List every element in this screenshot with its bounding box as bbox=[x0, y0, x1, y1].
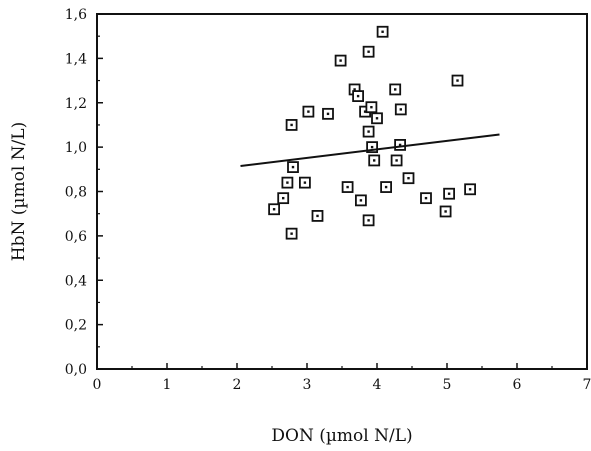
data-point bbox=[376, 25, 389, 38]
data-point bbox=[368, 154, 381, 167]
x-tick-label: 2 bbox=[233, 377, 242, 393]
data-point bbox=[322, 107, 334, 120]
data-point bbox=[277, 192, 290, 205]
data-point bbox=[352, 90, 365, 102]
x-tick-label: 7 bbox=[583, 377, 591, 393]
x-tick-label: 0 bbox=[93, 377, 102, 393]
data-point bbox=[390, 154, 403, 167]
y-tick-label: 0,8 bbox=[65, 185, 87, 201]
y-axis: 0,0 0,2 0,4 0,6 0,8 1,0 1,2 1,4 1,6 bbox=[65, 7, 103, 378]
x-axis: 0 1 2 3 4 5 6 7 bbox=[93, 363, 591, 393]
data-point bbox=[464, 183, 477, 196]
data-point bbox=[287, 161, 299, 173]
x-tick-label: 3 bbox=[303, 377, 312, 393]
data-point bbox=[341, 181, 354, 193]
data-point bbox=[362, 125, 375, 138]
y-tick-label: 1,2 bbox=[65, 96, 87, 112]
data-point bbox=[394, 139, 407, 151]
y-tick-label: 1,0 bbox=[65, 140, 87, 156]
data-point bbox=[371, 112, 383, 125]
data-point bbox=[365, 101, 378, 114]
data-point bbox=[354, 194, 367, 207]
y-axis-title: HbN (µmol N/L) bbox=[9, 122, 29, 261]
data-point bbox=[451, 74, 464, 87]
data-point bbox=[285, 227, 298, 240]
data-point bbox=[402, 172, 415, 185]
x-tick-label: 5 bbox=[443, 377, 452, 393]
data-point bbox=[302, 105, 315, 118]
data-point bbox=[366, 141, 379, 154]
data-point bbox=[311, 210, 324, 222]
data-point bbox=[334, 54, 347, 67]
data-point bbox=[380, 181, 393, 193]
data-point bbox=[298, 176, 311, 189]
data-point bbox=[389, 83, 402, 96]
x-tick-label: 6 bbox=[513, 377, 522, 393]
y-tick-label: 0,0 bbox=[65, 362, 87, 378]
data-point bbox=[443, 187, 456, 200]
data-point bbox=[420, 192, 432, 205]
y-tick-label: 0,2 bbox=[65, 318, 87, 334]
data-point bbox=[439, 205, 452, 218]
x-tick-label: 4 bbox=[373, 377, 382, 393]
data-point bbox=[362, 45, 375, 58]
x-axis-title: DON (µmol N/L) bbox=[271, 426, 412, 446]
y-tick-label: 0,6 bbox=[65, 229, 87, 245]
y-tick-label: 1,4 bbox=[65, 51, 87, 67]
trend-line bbox=[240, 133, 500, 167]
data-series bbox=[268, 25, 477, 240]
y-tick-label: 1,6 bbox=[65, 7, 87, 23]
data-point bbox=[362, 214, 375, 227]
data-point bbox=[394, 103, 407, 116]
data-point bbox=[268, 203, 281, 216]
data-point bbox=[281, 176, 294, 189]
y-tick-label: 0,4 bbox=[65, 273, 87, 289]
data-point bbox=[285, 119, 298, 131]
x-tick-label: 1 bbox=[163, 377, 172, 393]
